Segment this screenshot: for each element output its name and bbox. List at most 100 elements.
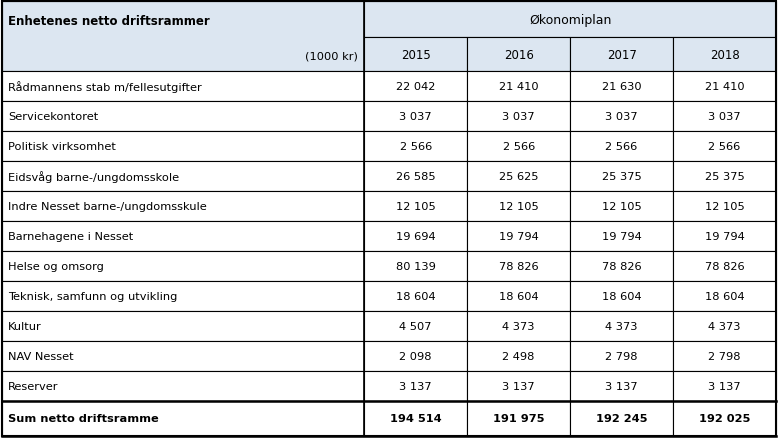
Bar — [364, 311, 467, 341]
Text: 19 794: 19 794 — [705, 231, 745, 241]
Bar — [570, 191, 673, 222]
Text: Reserver: Reserver — [8, 381, 58, 391]
Bar — [2, 132, 364, 162]
Text: 19 794: 19 794 — [499, 231, 538, 241]
Bar — [673, 251, 776, 281]
Text: 3 037: 3 037 — [399, 112, 432, 122]
Text: 12 105: 12 105 — [396, 201, 436, 212]
Text: 3 137: 3 137 — [605, 381, 638, 391]
Bar — [673, 132, 776, 162]
Bar — [364, 102, 467, 132]
Bar — [467, 191, 570, 222]
Bar — [673, 102, 776, 132]
Bar — [364, 191, 467, 222]
Bar — [570, 401, 673, 436]
Bar — [364, 281, 467, 311]
Text: 2 498: 2 498 — [503, 351, 534, 361]
Bar — [364, 162, 467, 191]
Bar — [467, 102, 570, 132]
Text: 3 137: 3 137 — [503, 381, 535, 391]
Text: 18 604: 18 604 — [601, 291, 641, 301]
Text: Enhetenes netto driftsrammer: Enhetenes netto driftsrammer — [8, 15, 210, 28]
Bar — [364, 38, 467, 72]
Bar — [673, 222, 776, 251]
Text: 3 037: 3 037 — [503, 112, 535, 122]
Text: Barnehagene i Nesset: Barnehagene i Nesset — [8, 231, 133, 241]
Bar — [570, 72, 673, 102]
Text: 2018: 2018 — [710, 49, 739, 62]
Text: 78 826: 78 826 — [499, 261, 538, 272]
Text: Teknisk, samfunn og utvikling: Teknisk, samfunn og utvikling — [8, 291, 177, 301]
Text: 2 798: 2 798 — [708, 351, 741, 361]
Text: 78 826: 78 826 — [705, 261, 745, 272]
Bar — [2, 2, 364, 72]
Text: 3 137: 3 137 — [399, 381, 432, 391]
Text: 26 585: 26 585 — [396, 172, 436, 182]
Text: 2 798: 2 798 — [605, 351, 638, 361]
Bar — [673, 72, 776, 102]
Bar — [467, 371, 570, 401]
Bar — [570, 281, 673, 311]
Bar — [570, 38, 673, 72]
Bar — [673, 371, 776, 401]
Text: 19 794: 19 794 — [601, 231, 642, 241]
Bar — [467, 341, 570, 371]
Text: 4 507: 4 507 — [399, 321, 432, 331]
Text: 12 105: 12 105 — [499, 201, 538, 212]
Text: 2016: 2016 — [503, 49, 534, 62]
Text: 191 975: 191 975 — [493, 413, 545, 424]
Text: 18 604: 18 604 — [499, 291, 538, 301]
Bar — [2, 371, 364, 401]
Bar — [364, 132, 467, 162]
Text: 192 025: 192 025 — [699, 413, 750, 424]
Text: 80 139: 80 139 — [396, 261, 436, 272]
Text: 22 042: 22 042 — [396, 82, 436, 92]
Bar — [570, 251, 673, 281]
Bar — [2, 191, 364, 222]
Bar — [364, 341, 467, 371]
Text: 2 566: 2 566 — [709, 141, 741, 152]
Text: 4 373: 4 373 — [708, 321, 741, 331]
Bar — [673, 401, 776, 436]
Text: 25 375: 25 375 — [705, 172, 745, 182]
Text: Rådmannens stab m/fellesutgifter: Rådmannens stab m/fellesutgifter — [8, 81, 202, 93]
Bar — [467, 401, 570, 436]
Text: 194 514: 194 514 — [390, 413, 442, 424]
Text: 21 410: 21 410 — [499, 82, 538, 92]
Text: 3 037: 3 037 — [605, 112, 638, 122]
Bar — [570, 311, 673, 341]
Text: 3 037: 3 037 — [708, 112, 741, 122]
Text: 2 566: 2 566 — [605, 141, 638, 152]
Bar — [2, 162, 364, 191]
Bar — [2, 72, 364, 102]
Bar — [2, 251, 364, 281]
Bar — [2, 311, 364, 341]
Bar — [2, 102, 364, 132]
Text: 2015: 2015 — [401, 49, 430, 62]
Bar — [467, 311, 570, 341]
Text: 12 105: 12 105 — [601, 201, 642, 212]
Bar — [570, 102, 673, 132]
Bar — [2, 222, 364, 251]
Text: Politisk virksomhet: Politisk virksomhet — [8, 141, 116, 152]
Text: 19 694: 19 694 — [396, 231, 436, 241]
Bar — [467, 72, 570, 102]
Bar — [570, 341, 673, 371]
Text: Servicekontoret: Servicekontoret — [8, 112, 98, 122]
Text: 2 566: 2 566 — [400, 141, 432, 152]
Bar — [467, 132, 570, 162]
Bar — [673, 281, 776, 311]
Text: Indre Nesset barne-/ungdomsskule: Indre Nesset barne-/ungdomsskule — [8, 201, 207, 212]
Text: Helse og omsorg: Helse og omsorg — [8, 261, 104, 272]
Bar — [570, 222, 673, 251]
Text: 21 410: 21 410 — [705, 82, 745, 92]
Bar — [364, 222, 467, 251]
Text: 18 604: 18 604 — [396, 291, 436, 301]
Text: NAV Nesset: NAV Nesset — [8, 351, 74, 361]
Bar — [2, 401, 364, 436]
Bar — [570, 132, 673, 162]
Text: Eidsvåg barne-/ungdomsskole: Eidsvåg barne-/ungdomsskole — [8, 171, 179, 183]
Text: 21 630: 21 630 — [601, 82, 641, 92]
Text: 192 245: 192 245 — [596, 413, 647, 424]
Text: 12 105: 12 105 — [705, 201, 745, 212]
